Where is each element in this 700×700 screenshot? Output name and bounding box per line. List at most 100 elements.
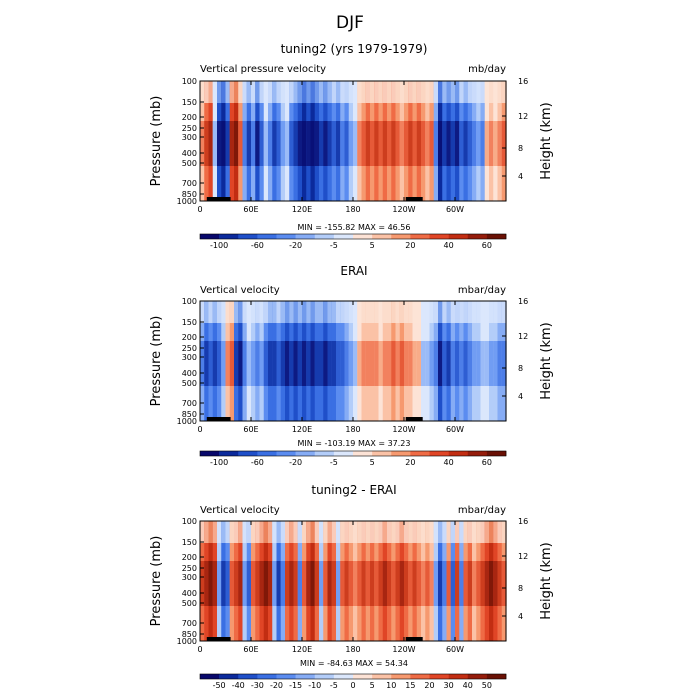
field-column-core xyxy=(361,341,367,386)
field-column-upper xyxy=(361,521,367,543)
colorbar-swatch xyxy=(238,451,258,456)
field-column-upper xyxy=(395,81,401,103)
field-column-core xyxy=(314,121,320,166)
colorbar-label: 30 xyxy=(444,681,454,690)
field-column-core xyxy=(327,561,333,606)
field-column-upper xyxy=(204,81,210,103)
field-column-upper xyxy=(327,301,333,323)
field-column-core xyxy=(433,561,439,606)
field-column-upper xyxy=(221,521,227,543)
colorbar-label: 10 xyxy=(386,681,396,690)
field-column-upper xyxy=(365,521,371,543)
field-column-core xyxy=(263,121,269,166)
field-column-core xyxy=(399,341,405,386)
colorbar-label: -50 xyxy=(213,681,226,690)
field-column-core xyxy=(255,561,261,606)
field-column-core xyxy=(446,341,452,386)
field-column-core xyxy=(280,341,286,386)
field-column-upper xyxy=(204,521,210,543)
lon-tick-label: 60E xyxy=(243,425,258,434)
height-tick-label: 8 xyxy=(518,584,523,593)
field-column-core xyxy=(493,561,499,606)
field-column-upper xyxy=(208,81,214,103)
panel-2: ERAI Vertical velocity mbar/day Pressure… xyxy=(149,264,554,467)
field-column-core xyxy=(285,561,290,606)
field-column-upper xyxy=(493,521,499,543)
colorbar-swatch xyxy=(238,674,258,679)
field-column-core xyxy=(446,121,452,166)
pressure-tick-label: 1000 xyxy=(177,637,197,646)
field-column-core xyxy=(416,561,422,606)
min-max-stats: MIN = -103.19 MAX = 37.23 xyxy=(297,439,410,448)
field-column-core xyxy=(493,341,499,386)
field-column-upper xyxy=(297,81,303,103)
field-column-core xyxy=(263,341,269,386)
colorbar-label: 60 xyxy=(482,241,492,250)
field-column-upper xyxy=(395,301,401,323)
topography-mask xyxy=(206,417,231,421)
height-tick-label: 8 xyxy=(518,144,523,153)
field-column-core xyxy=(246,341,252,386)
field-column-upper xyxy=(302,81,307,103)
field-column-upper xyxy=(263,81,269,103)
field-column-core xyxy=(306,561,312,606)
field-column-core xyxy=(489,341,494,386)
field-column-upper xyxy=(489,521,494,543)
field-column-upper xyxy=(289,521,295,543)
field-column-core xyxy=(319,561,324,606)
field-column-upper xyxy=(446,81,452,103)
field-column-upper xyxy=(340,81,346,103)
field-column-upper xyxy=(348,81,354,103)
field-column-core xyxy=(425,561,431,606)
field-column-core xyxy=(412,121,418,166)
field-column-upper xyxy=(242,81,248,103)
field-column-upper xyxy=(310,301,316,323)
field-column-core xyxy=(246,121,252,166)
field-column-core xyxy=(217,341,222,386)
lon-tick-label: 60E xyxy=(243,205,258,214)
panel-units: mb/day xyxy=(468,64,506,75)
colorbar-swatch xyxy=(353,451,373,456)
y-axis-label: Pressure (mb) xyxy=(149,96,164,187)
field-column-core xyxy=(357,341,363,386)
field-column-core xyxy=(229,341,235,386)
field-column-upper xyxy=(272,521,278,543)
field-column-upper xyxy=(416,81,422,103)
field-column-core xyxy=(319,121,324,166)
field-column-upper xyxy=(280,521,286,543)
colorbar-label: -100 xyxy=(210,458,228,467)
field-column-core xyxy=(484,121,490,166)
field-column-core xyxy=(289,561,295,606)
lon-tick-label: 120W xyxy=(392,425,415,434)
field-column-core xyxy=(238,561,244,606)
field-column-upper xyxy=(314,301,320,323)
field-column-core xyxy=(268,561,273,606)
field-column-core xyxy=(489,561,494,606)
colorbar: -50 -40 -30 -20 -15 -10 -5 0 5 10 15 20 30 40 50 xyxy=(199,673,507,690)
contour-field xyxy=(200,81,507,201)
field-column-upper xyxy=(331,301,337,323)
height-tick-label: 16 xyxy=(518,297,528,306)
colorbar-swatch xyxy=(333,674,354,679)
field-column-core xyxy=(459,121,465,166)
field-column-upper xyxy=(408,521,414,543)
colorbar-swatch xyxy=(276,451,296,456)
colorbar-swatch xyxy=(486,674,507,679)
field-column-core xyxy=(365,561,371,606)
colorbar-swatch xyxy=(372,674,392,679)
field-column-upper xyxy=(327,521,333,543)
field-column-core xyxy=(251,341,256,386)
field-column-core xyxy=(425,121,431,166)
field-column-core xyxy=(404,341,409,386)
field-column-upper xyxy=(242,521,248,543)
field-column-upper xyxy=(280,81,286,103)
field-column-upper xyxy=(200,81,205,103)
colorbar-label: -60 xyxy=(251,458,264,467)
pressure-tick-label: 500 xyxy=(182,599,197,608)
field-column-upper xyxy=(387,301,392,323)
field-column-core xyxy=(276,121,282,166)
colorbar-label: 5 xyxy=(370,241,375,250)
field-column-upper xyxy=(357,521,363,543)
field-column-core xyxy=(378,121,384,166)
